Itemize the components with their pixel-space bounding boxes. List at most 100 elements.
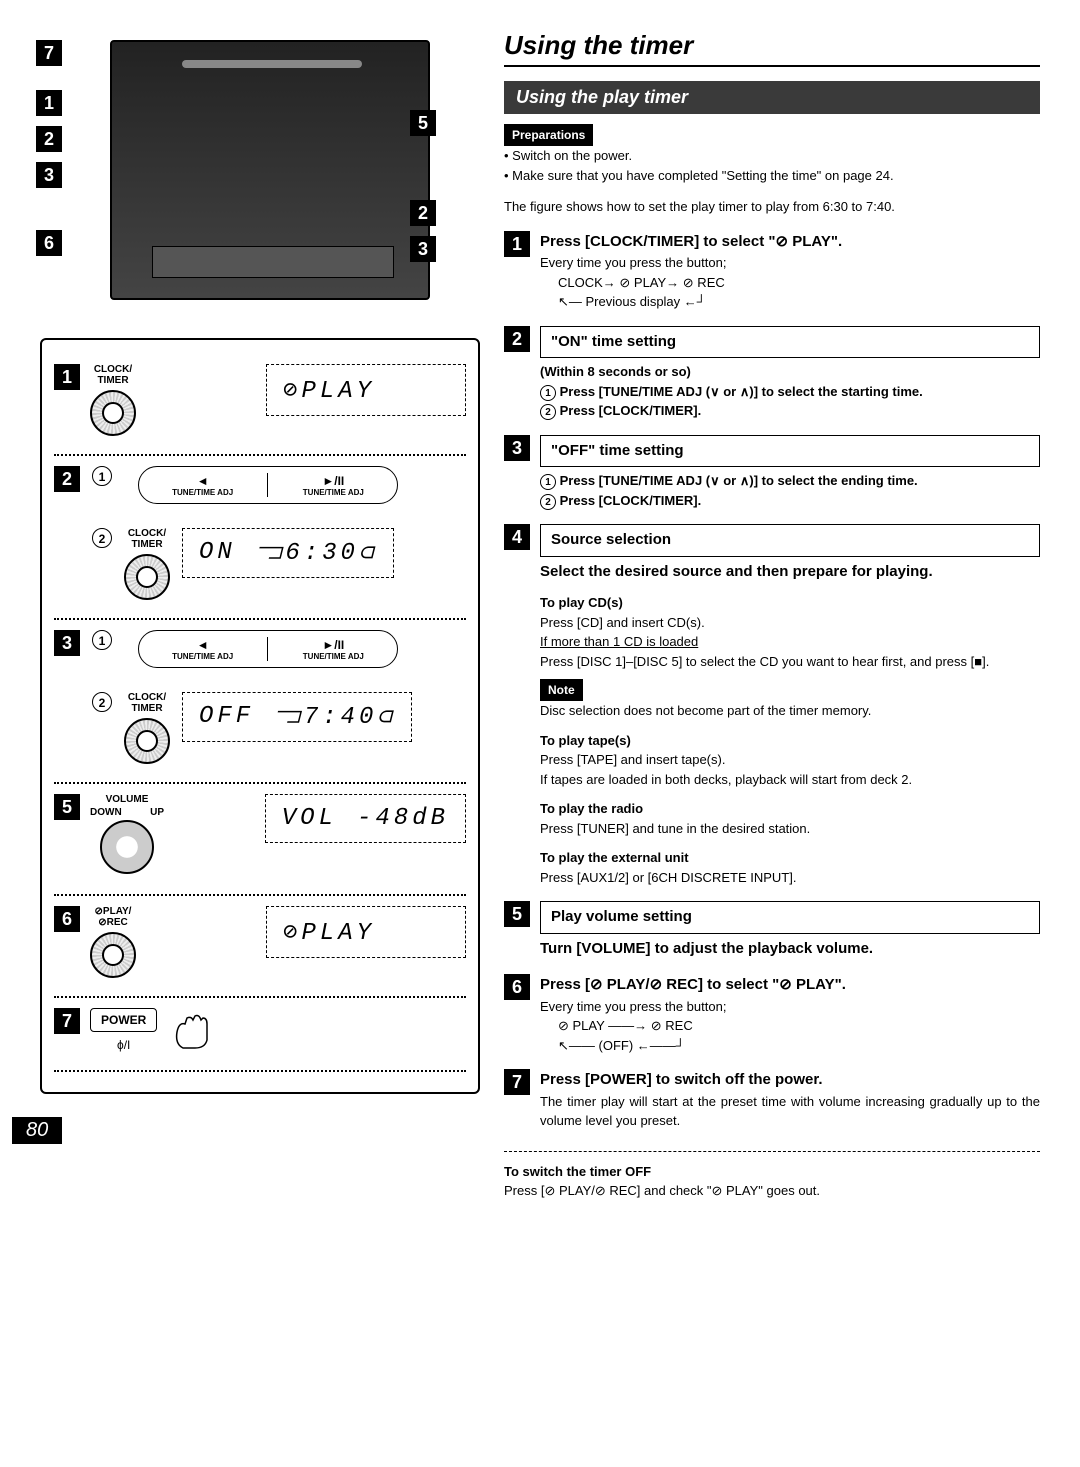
footer-line: Press [⊘ PLAY/⊘ REC] and check "⊘ PLAY" … [504, 1181, 1040, 1201]
s4-radio-1: Press [TUNER] and tune in the desired st… [540, 819, 1040, 839]
knob-label-6: ⊘PLAY/ ⊘REC [95, 906, 132, 928]
s4-tape-2: If tapes are loaded in both decks, playb… [540, 770, 1040, 790]
play-rec-knob [90, 932, 136, 978]
tune-label-l2: TUNE/TIME ADJ [172, 652, 233, 661]
r-num-3: 3 [504, 435, 530, 461]
callout-5: 5 [410, 110, 436, 136]
section-title: Using the play timer [504, 81, 1040, 114]
step-num-5: 5 [54, 794, 80, 820]
left-step-5: 5 VOLUME DOWN UP VOL -48dB [54, 784, 466, 896]
right-step-6: 6 Press [⊘ PLAY/⊘ REC] to select "⊘ PLAY… [504, 974, 1040, 1055]
s4-cd-2: Press [DISC 1]–[DISC 5] to select the CD… [540, 652, 1040, 672]
left-step-2: 2 1 ◄ TUNE/TIME ADJ ►/II TUNE/TIME ADJ [54, 456, 466, 620]
left-column: 7 1 2 3 6 5 2 3 [40, 30, 480, 1201]
rewind-icon: ◄ [172, 474, 233, 488]
lcd-2-left: ON [199, 539, 236, 567]
callout-2b: 2 [410, 200, 436, 226]
main-title: Using the timer [504, 30, 1040, 67]
r-num-2: 2 [504, 326, 530, 352]
step-num-1: 1 [54, 364, 80, 390]
s1-sub: Every time you press the button; [540, 253, 1040, 273]
s4-ext-t: To play the external unit [540, 848, 1040, 868]
clock-timer-knob-3 [124, 718, 170, 764]
s4-title: Source selection [540, 524, 1040, 557]
s4-ext-1: Press [AUX1/2] or [6CH DISCRETE INPUT]. [540, 868, 1040, 888]
s4-tape-t: To play tape(s) [540, 731, 1040, 751]
s2-title: "ON" time setting [540, 326, 1040, 359]
volume-knob [100, 820, 154, 874]
vol-down: DOWN [90, 807, 122, 818]
s1-cycle1: CLOCK→ ⊘ PLAY→ ⊘ REC [540, 273, 1040, 293]
lcd-5-left: VOL [282, 805, 337, 832]
footer-title: To switch the timer OFF [504, 1162, 1040, 1182]
s5-title: Play volume setting [540, 901, 1040, 934]
manual-page: 7 1 2 3 6 5 2 3 [40, 30, 1040, 1201]
hand-icon [167, 1012, 217, 1052]
lcd-6: ⊘PLAY [266, 906, 466, 958]
left-step-6: 6 ⊘PLAY/ ⊘REC ⊘PLAY [54, 896, 466, 998]
s1-head: Press [CLOCK/TIMER] to select "⊘ PLAY". [540, 231, 1040, 254]
substep-2: 2 [92, 528, 112, 548]
callout-7: 7 [36, 40, 62, 66]
prep-item-1: Switch on the power. [504, 146, 1040, 166]
note-tag: Note [540, 679, 583, 701]
right-column: Using the timer Using the play timer Pre… [504, 30, 1040, 1201]
right-step-5: 5 Play volume setting Turn [VOLUME] to a… [504, 901, 1040, 960]
s4-head: Select the desired source and then prepa… [540, 561, 1040, 584]
callout-6: 6 [36, 230, 62, 256]
s4-cd-1: Press [CD] and insert CD(s). [540, 613, 1040, 633]
r-num-7: 7 [504, 1069, 530, 1095]
s6-sub: Every time you press the button; [540, 997, 1040, 1017]
s6-head: Press [⊘ PLAY/⊘ REC] to select "⊘ PLAY". [540, 974, 1040, 997]
power-button: POWER [90, 1008, 157, 1032]
left-step-1: 1 CLOCK/ TIMER ⊘PLAY [54, 354, 466, 456]
left-step-3: 3 1 ◄ TUNE/TIME ADJ ►/II TUNE/TIME ADJ [54, 620, 466, 784]
left-step-7: 7 POWER ϕ/I [54, 998, 466, 1072]
substep-2b: 2 [92, 692, 112, 712]
s4-tape-1: Press [TAPE] and insert tape(s). [540, 750, 1040, 770]
s3-title: "OFF" time setting [540, 435, 1040, 468]
power-symbol: ϕ/I [117, 1038, 130, 1052]
step-num-6: 6 [54, 906, 80, 932]
stereo-diagram: 7 1 2 3 6 5 2 3 [40, 30, 480, 320]
footer-divider [504, 1151, 1040, 1152]
s7-head: Press [POWER] to switch off the power. [540, 1069, 1040, 1092]
s5-head: Turn [VOLUME] to adjust the playback vol… [540, 938, 1040, 961]
knob-label-1: CLOCK/ TIMER [94, 364, 132, 386]
tune-buttons-2: ◄ TUNE/TIME ADJ ►/II TUNE/TIME ADJ [138, 630, 398, 668]
s1-cycle2: ↖— Previous display ←┘ [540, 292, 1040, 312]
prep-item-2: Make sure that you have completed "Setti… [504, 166, 1040, 186]
knob-label-3: CLOCK/ TIMER [128, 692, 166, 714]
right-step-4: 4 Source selection Select the desired so… [504, 524, 1040, 887]
tune-label-l: TUNE/TIME ADJ [172, 488, 233, 497]
s3-l1: Press [TUNE/TIME ADJ (∨ or ∧)] to select… [560, 473, 918, 488]
s6-cycle1: ⊘ PLAY ——→ ⊘ REC [540, 1016, 1040, 1036]
s4-cd-u: If more than 1 CD is loaded [540, 632, 1040, 652]
callout-3: 3 [36, 162, 62, 188]
right-step-3: 3 "OFF" time setting 1 Press [TUNE/TIME … [504, 435, 1040, 511]
s4-cd-t: To play CD(s) [540, 593, 1040, 613]
footer: To switch the timer OFF Press [⊘ PLAY/⊘ … [504, 1162, 1040, 1201]
lcd-5-right: -48dB [357, 805, 449, 832]
callout-3b: 3 [410, 236, 436, 262]
volume-label: VOLUME [90, 794, 164, 805]
r-num-1: 1 [504, 231, 530, 257]
play-pause-icon: ►/II [303, 474, 364, 488]
step-num-7: 7 [54, 1008, 80, 1034]
preparations: Preparations Switch on the power. Make s… [504, 124, 1040, 217]
preparations-tag: Preparations [504, 124, 593, 146]
right-step-7: 7 Press [POWER] to switch off the power.… [504, 1069, 1040, 1131]
tune-buttons: ◄ TUNE/TIME ADJ ►/II TUNE/TIME ADJ [138, 466, 398, 504]
r-num-6: 6 [504, 974, 530, 1000]
step-num-2: 2 [54, 466, 80, 492]
lcd-3-right: ⫎7:40⫏ [274, 703, 395, 731]
substep-1b: 1 [92, 630, 112, 650]
vol-up: UP [150, 807, 164, 818]
knob-label-2: CLOCK/ TIMER [128, 528, 166, 550]
step-num-3: 3 [54, 630, 80, 656]
s4-radio-t: To play the radio [540, 799, 1040, 819]
right-step-1: 1 Press [CLOCK/TIMER] to select "⊘ PLAY"… [504, 231, 1040, 312]
s2-within: (Within 8 seconds or so) [540, 362, 1040, 382]
s7-sub: The timer play will start at the preset … [540, 1092, 1040, 1131]
callout-2: 2 [36, 126, 62, 152]
